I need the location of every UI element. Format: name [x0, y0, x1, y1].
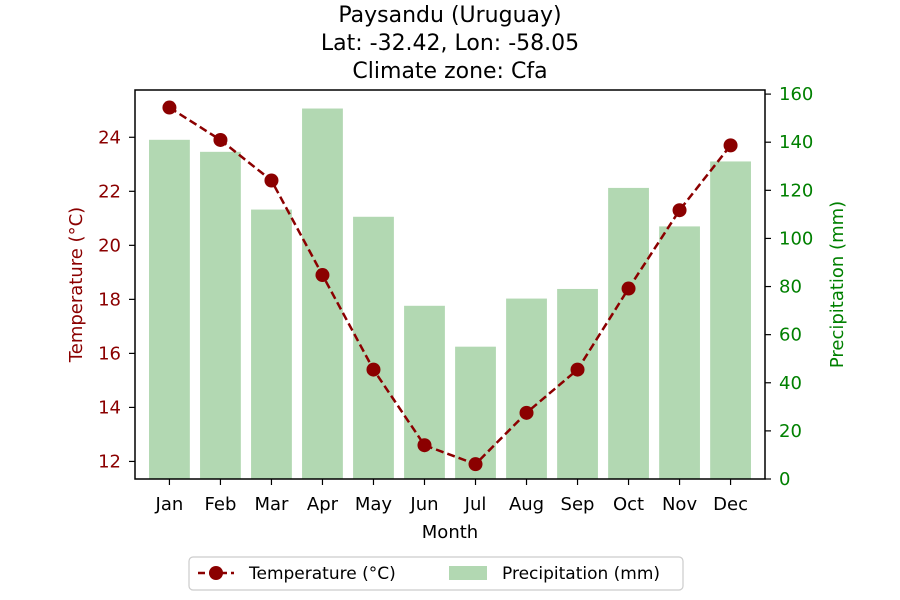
x-tick-label: May	[355, 494, 393, 515]
temperature-point	[162, 100, 177, 115]
x-tick-label: Jul	[464, 494, 487, 515]
left-y-tick-label: 12	[98, 451, 121, 472]
precipitation-bar	[557, 288, 598, 479]
left-y-tick-label: 20	[98, 235, 121, 256]
precipitation-bar	[608, 187, 649, 479]
x-tick-label: Nov	[662, 494, 697, 515]
left-y-tick-label: 18	[98, 289, 121, 310]
x-tick-label: Dec	[713, 494, 748, 515]
x-tick-label: Apr	[307, 494, 339, 515]
temperature-point	[570, 362, 585, 377]
title-line: Climate zone: Cfa	[352, 59, 547, 84]
x-tick-label: Sep	[561, 494, 595, 515]
temperature-point	[621, 281, 636, 296]
chart-title: Paysandu (Uruguay) Lat: -32.42, Lon: -58.…	[321, 3, 579, 84]
left-y-tick-label: 16	[98, 343, 121, 364]
precipitation-bar	[659, 226, 700, 479]
x-tick-label: Jan	[155, 494, 184, 515]
precipitation-bar	[353, 216, 394, 479]
precipitation-bar	[149, 139, 190, 479]
right-y-axis-label: Precipitation (mm)	[827, 201, 848, 368]
right-y-tick-label: 140	[779, 132, 813, 153]
precipitation-bar	[506, 298, 547, 479]
temperature-point	[723, 138, 738, 153]
precipitation-bar	[455, 346, 496, 479]
x-axis-label: Month	[422, 522, 478, 543]
temperature-point	[315, 268, 330, 283]
legend-precipitation-label: Precipitation (mm)	[502, 564, 660, 584]
temperature-point	[213, 132, 228, 147]
x-tick-label: Aug	[509, 494, 544, 515]
legend-box	[188, 556, 684, 591]
x-tick-label: Feb	[205, 494, 237, 515]
precipitation-bar	[200, 151, 241, 479]
right-y-tick-label: 80	[779, 277, 802, 298]
right-y-axis: 0 20 40 60 80 100 120 140 160 Precipitation (mm)	[765, 84, 848, 490]
legend: Temperature (°C) Precipitation (mm)	[188, 556, 684, 591]
left-y-tick-label: 24	[98, 127, 121, 148]
plot-frame	[134, 89, 766, 480]
temperature-point	[672, 203, 687, 218]
temperature-point	[366, 362, 381, 377]
title-line: Paysandu (Uruguay)	[338, 3, 561, 28]
x-tick-label: Oct	[613, 494, 644, 515]
left-y-axis: 12 14 16 18 20 22 24 Temperature (°C)	[66, 127, 135, 472]
right-y-tick-label: 20	[779, 421, 802, 442]
precipitation-bar	[251, 209, 292, 479]
x-tick-label: Mar	[254, 494, 289, 515]
legend-precipitation-swatch	[449, 566, 487, 580]
precipitation-bars	[149, 108, 751, 480]
right-y-tick-label: 160	[779, 84, 813, 105]
x-tick-label: Jun	[409, 494, 438, 515]
temperature-point	[468, 457, 483, 472]
left-y-axis-label: Temperature (°C)	[66, 207, 87, 363]
legend-temperature-marker	[209, 566, 223, 580]
precipitation-bar	[302, 108, 343, 480]
legend-temperature-label: Temperature (°C)	[248, 564, 396, 584]
right-y-tick-label: 120	[779, 180, 813, 201]
right-y-tick-label: 100	[779, 228, 813, 249]
precipitation-bar	[404, 305, 445, 479]
title-line: Lat: -32.42, Lon: -58.05	[321, 31, 579, 56]
right-y-tick-label: 40	[779, 373, 802, 394]
left-y-tick-label: 14	[98, 397, 121, 418]
temperature-point	[417, 438, 432, 453]
precipitation-bar	[710, 161, 751, 479]
temperature-line-path	[168, 106, 732, 466]
right-y-tick-label: 60	[779, 325, 802, 346]
x-axis: Jan Feb Mar Apr May Jun Jul Aug Sep Oct Nov Dec Mont…	[155, 479, 748, 543]
left-y-tick-label: 22	[98, 181, 121, 202]
temperature-point	[264, 173, 279, 188]
temperature-line	[162, 100, 738, 472]
right-y-tick-label: 0	[779, 469, 790, 490]
temperature-point	[519, 405, 534, 420]
plot-border	[134, 89, 766, 480]
